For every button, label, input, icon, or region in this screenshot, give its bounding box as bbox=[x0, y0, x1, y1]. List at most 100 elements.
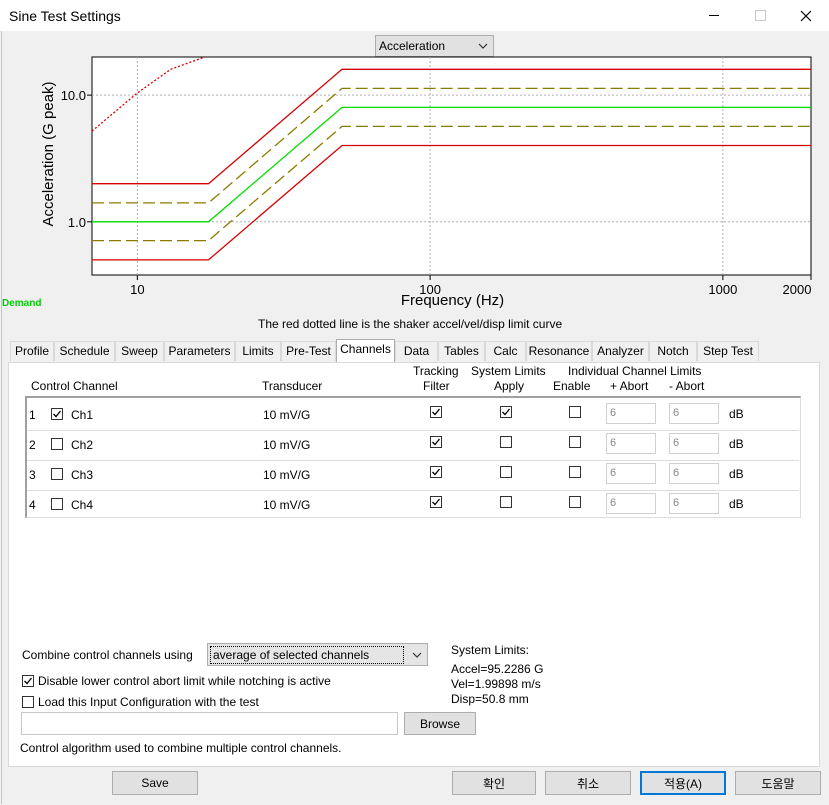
ok-button[interactable]: 확인 bbox=[452, 771, 536, 795]
tab-schedule[interactable]: Schedule bbox=[54, 341, 115, 361]
header-individual-limits: Individual Channel Limits bbox=[568, 364, 702, 378]
minus-abort-field[interactable]: 6 bbox=[669, 403, 719, 424]
disable-lower-abort-label: Disable lower control abort limit while … bbox=[38, 674, 331, 688]
close-icon bbox=[800, 10, 812, 21]
apply-button[interactable]: 적용(A) bbox=[640, 771, 726, 795]
maximize-icon bbox=[754, 10, 766, 21]
row-number: 1 bbox=[29, 408, 36, 422]
system-limit-vel: Vel=1.99898 m/s bbox=[451, 677, 541, 691]
table-row: 3 Ch3 10 mV/G 6 6 dB bbox=[27, 460, 799, 491]
row-number: 2 bbox=[29, 438, 36, 452]
tab-step-test[interactable]: Step Test bbox=[697, 341, 759, 361]
config-path-input[interactable] bbox=[21, 712, 398, 735]
save-button[interactable]: Save bbox=[112, 771, 198, 795]
tab-profile[interactable]: Profile bbox=[10, 341, 54, 361]
system-limit-accel: Accel=95.2286 G bbox=[451, 662, 544, 676]
series-abort-upper bbox=[92, 68, 811, 185]
quantity-dropdown[interactable]: Acceleration bbox=[375, 35, 494, 57]
tab-limits[interactable]: Limits bbox=[235, 341, 281, 361]
chevron-down-icon bbox=[478, 43, 488, 49]
chart-series bbox=[92, 57, 811, 261]
tracking-filter-checkbox[interactable] bbox=[430, 406, 442, 418]
plus-abort-field[interactable]: 6 bbox=[606, 433, 656, 454]
tab-analyzer[interactable]: Analyzer bbox=[592, 341, 649, 361]
help-button[interactable]: 도움말 bbox=[735, 771, 821, 795]
x-tick-label: 10 bbox=[130, 282, 144, 297]
system-limits-apply-checkbox[interactable] bbox=[500, 406, 512, 418]
cancel-button[interactable]: 취소 bbox=[545, 771, 631, 795]
plus-abort-field[interactable]: 6 bbox=[606, 403, 656, 424]
individual-limits-enable-checkbox[interactable] bbox=[569, 496, 581, 508]
system-limits-title: System Limits: bbox=[451, 643, 530, 657]
save-button-label: Save bbox=[141, 776, 169, 790]
close-button[interactable] bbox=[783, 0, 829, 31]
plus-abort-field[interactable]: 6 bbox=[606, 493, 656, 514]
tab-data[interactable]: Data bbox=[395, 341, 438, 361]
row-number: 3 bbox=[29, 468, 36, 482]
tracking-filter-checkbox[interactable] bbox=[430, 496, 442, 508]
series-abort-lower bbox=[92, 144, 811, 261]
load-config-checkbox[interactable] bbox=[22, 696, 34, 708]
browse-button-label: Browse bbox=[419, 716, 460, 731]
table-row: 1 Ch1 10 mV/G 6 6 dB bbox=[27, 400, 799, 431]
combine-label: Combine control channels using bbox=[22, 648, 193, 662]
browse-button[interactable]: Browse bbox=[404, 712, 476, 735]
demand-legend: Demand bbox=[2, 298, 42, 309]
channel-name: Ch3 bbox=[71, 468, 94, 482]
control-channel-checkbox[interactable] bbox=[51, 408, 63, 420]
checkmark-icon bbox=[432, 408, 441, 416]
minus-abort-field[interactable]: 6 bbox=[669, 433, 719, 454]
channel-name: Ch4 bbox=[71, 498, 94, 512]
system-limits-apply-checkbox[interactable] bbox=[500, 466, 512, 478]
ok-button-label: 확인 bbox=[482, 776, 506, 791]
combine-dropdown-value: average of selected channels bbox=[210, 646, 404, 664]
transducer-value: 10 mV/G bbox=[263, 468, 311, 482]
tab-sweep[interactable]: Sweep bbox=[115, 341, 164, 361]
disable-lower-abort-checkbox[interactable] bbox=[22, 675, 34, 687]
control-channel-checkbox[interactable] bbox=[51, 438, 63, 450]
tab-tables[interactable]: Tables bbox=[438, 341, 485, 361]
system-limits-apply-checkbox[interactable] bbox=[500, 436, 512, 448]
minimize-button[interactable] bbox=[691, 0, 737, 31]
shaker-limit-note: The red dotted line is the shaker accel/… bbox=[258, 317, 563, 331]
tab-resonance[interactable]: Resonance bbox=[526, 341, 592, 361]
channel-name: Ch1 bbox=[71, 408, 94, 422]
checkmark-icon bbox=[502, 408, 511, 416]
tab-notch[interactable]: Notch bbox=[649, 341, 697, 361]
series-shaker-limit bbox=[92, 57, 206, 132]
individual-limits-enable-checkbox[interactable] bbox=[569, 466, 581, 478]
tracking-filter-checkbox[interactable] bbox=[430, 466, 442, 478]
header-tracking: Tracking bbox=[413, 364, 459, 378]
load-config-label: Load this Input Configuration with the t… bbox=[38, 695, 259, 709]
control-channel-checkbox[interactable] bbox=[51, 498, 63, 510]
header-plus-abort: + Abort bbox=[610, 379, 649, 393]
table-row: 2 Ch2 10 mV/G 6 6 dB bbox=[27, 430, 799, 461]
transducer-value: 10 mV/G bbox=[263, 408, 311, 422]
plus-abort-field[interactable]: 6 bbox=[606, 463, 656, 484]
db-unit: dB bbox=[729, 467, 744, 481]
combine-dropdown[interactable]: average of selected channels bbox=[207, 643, 428, 666]
maximize-button[interactable] bbox=[737, 0, 783, 31]
series-alarm-upper bbox=[92, 87, 811, 204]
acceleration-chart: 10 100 1000 2000 1.0 10.0 Frequency (Hz) Acce… bbox=[40, 56, 812, 309]
minus-abort-field[interactable]: 6 bbox=[669, 493, 719, 514]
individual-limits-enable-checkbox[interactable] bbox=[569, 436, 581, 448]
control-channel-checkbox[interactable] bbox=[51, 468, 63, 480]
system-limits-apply-checkbox[interactable] bbox=[500, 496, 512, 508]
tab-channels[interactable]: Channels bbox=[336, 339, 395, 362]
row-number: 4 bbox=[29, 498, 36, 512]
checkmark-icon bbox=[53, 410, 62, 418]
tab-pre-test[interactable]: Pre-Test bbox=[281, 341, 336, 361]
transducer-value: 10 mV/G bbox=[263, 498, 311, 512]
checkmark-icon bbox=[24, 677, 33, 685]
individual-limits-enable-checkbox[interactable] bbox=[569, 406, 581, 418]
chevron-down-icon bbox=[412, 652, 422, 658]
cancel-button-label: 취소 bbox=[576, 776, 600, 791]
channel-table bbox=[25, 396, 801, 518]
tab-parameters[interactable]: Parameters bbox=[164, 341, 235, 361]
tab-calc[interactable]: Calc bbox=[485, 341, 526, 361]
minus-abort-field[interactable]: 6 bbox=[669, 463, 719, 484]
tracking-filter-checkbox[interactable] bbox=[430, 436, 442, 448]
x-tick-label: 2000 bbox=[783, 282, 812, 297]
transducer-value: 10 mV/G bbox=[263, 438, 311, 452]
